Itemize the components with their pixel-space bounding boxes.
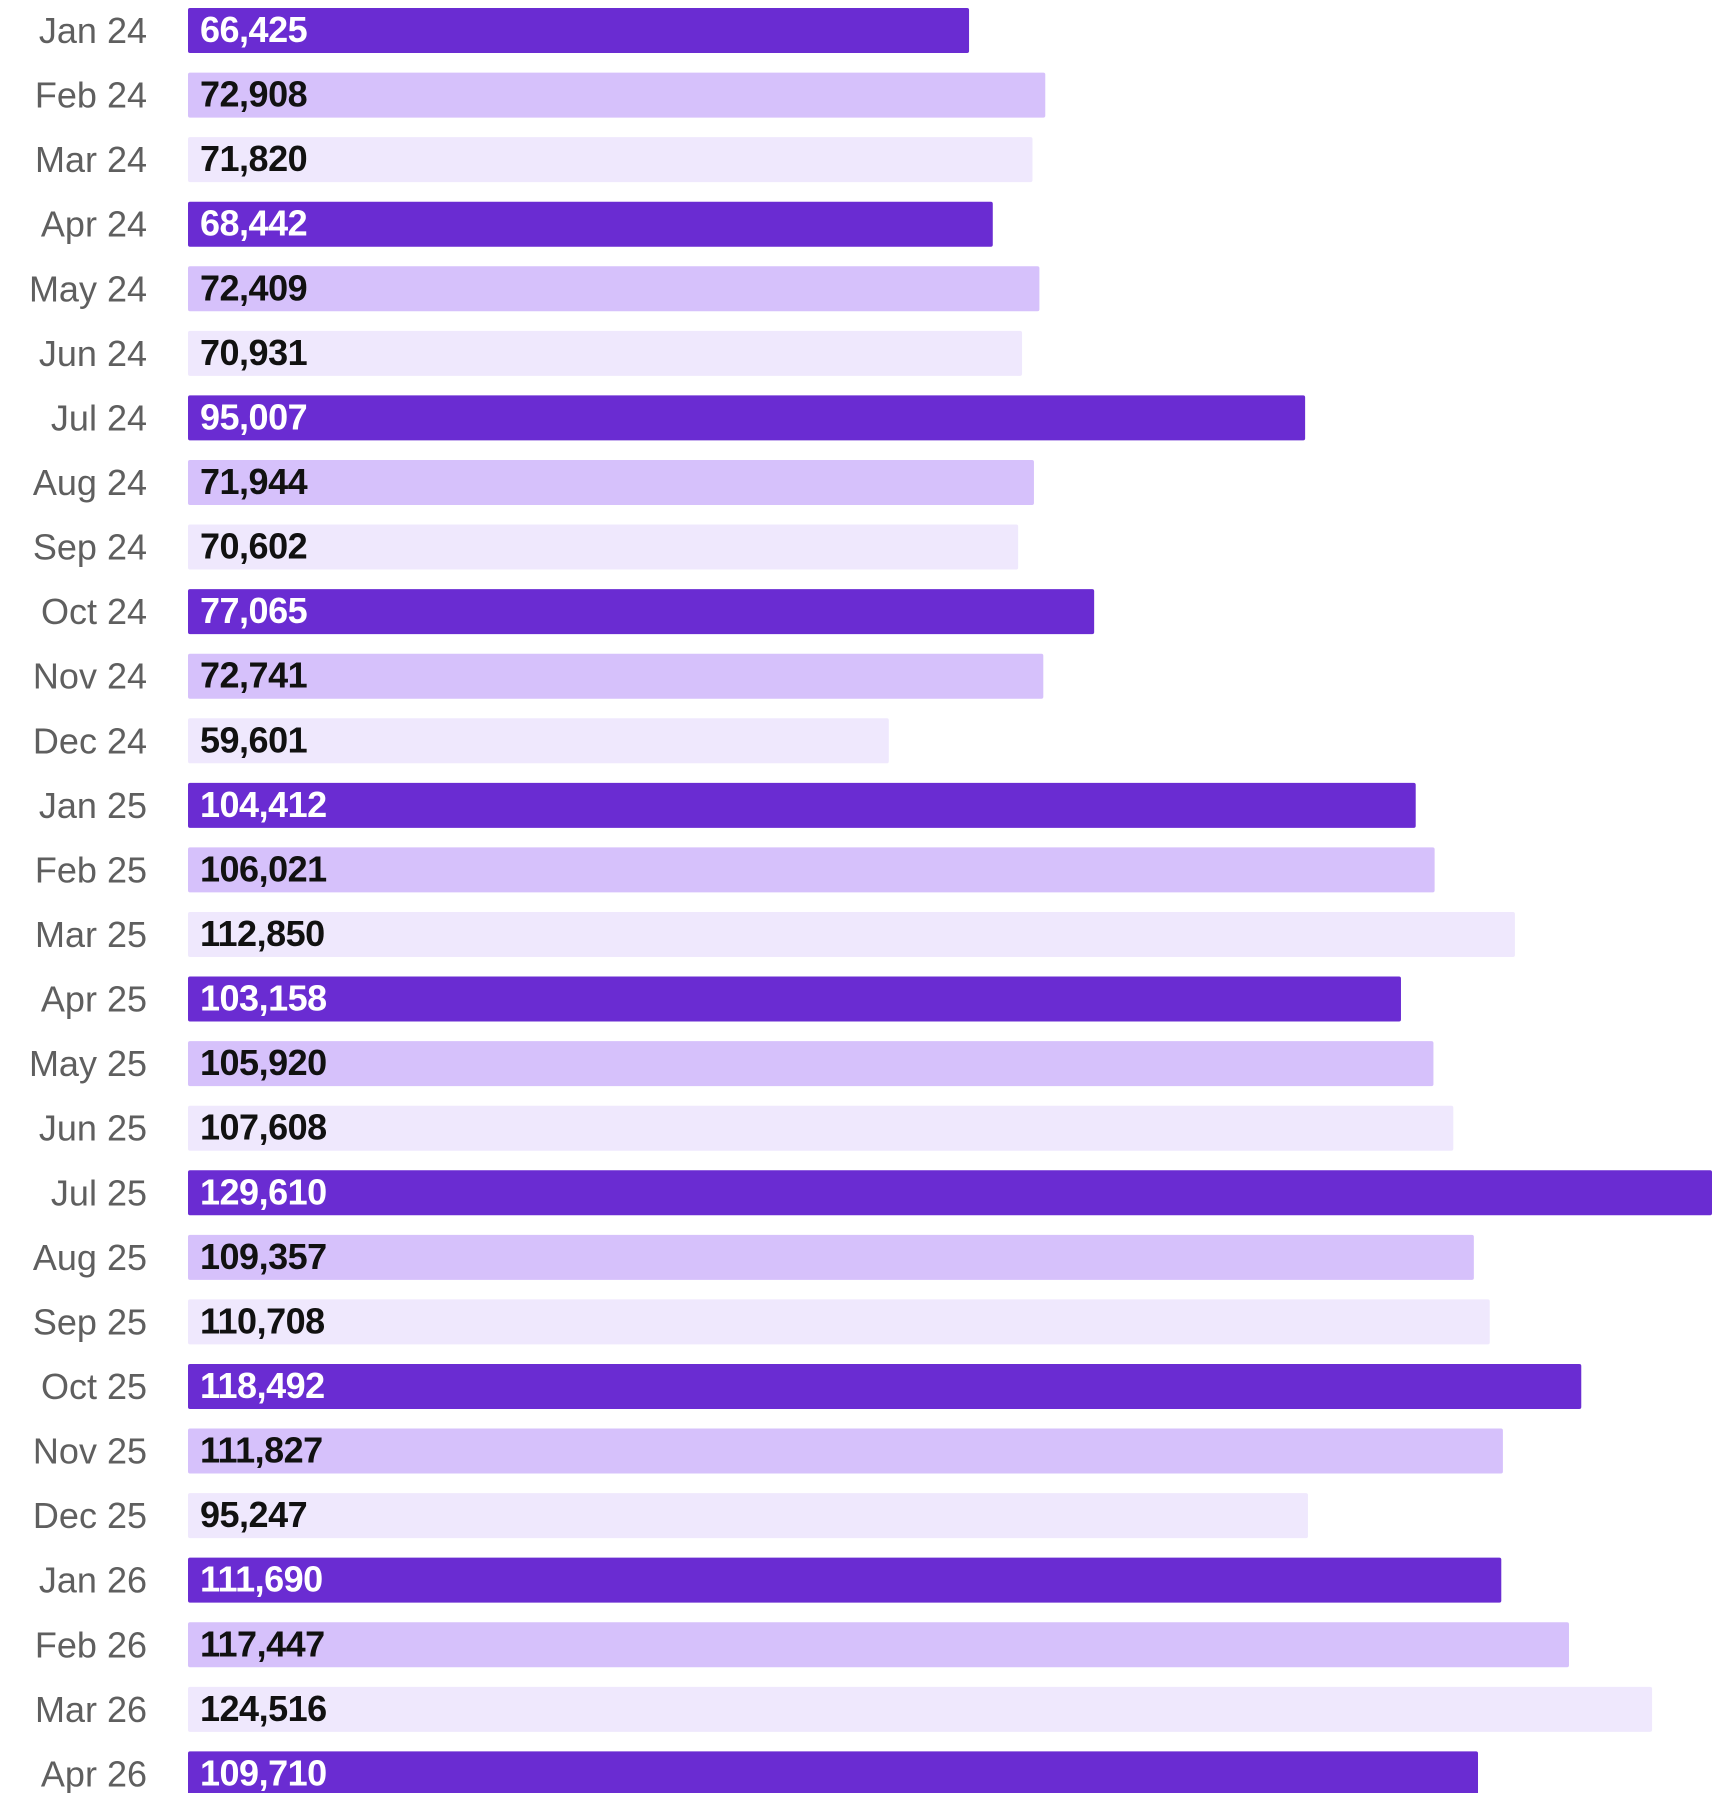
bar — [188, 1557, 1502, 1603]
category-label: Nov 24 — [33, 656, 147, 697]
value-label: 66,425 — [200, 9, 308, 50]
category-label: Nov 25 — [33, 1431, 147, 1472]
value-label: 118,492 — [200, 1365, 325, 1406]
category-label: Mar 24 — [35, 139, 147, 180]
bar — [188, 1105, 1454, 1151]
category-label: Apr 24 — [41, 204, 147, 245]
bar — [188, 1041, 1434, 1087]
category-label: Aug 24 — [33, 462, 147, 503]
category-label: Jun 25 — [39, 1108, 147, 1149]
value-label: 111,827 — [200, 1430, 323, 1471]
category-label: May 25 — [29, 1043, 147, 1084]
bar — [188, 330, 1023, 376]
bar — [188, 524, 1019, 570]
bar — [188, 718, 889, 764]
category-label: Dec 25 — [33, 1495, 147, 1536]
bar — [188, 653, 1044, 699]
value-label: 124,516 — [200, 1688, 327, 1729]
category-label: Feb 26 — [35, 1624, 147, 1665]
value-label: 107,608 — [200, 1107, 327, 1148]
value-label: 71,820 — [200, 138, 307, 179]
category-label: Aug 25 — [33, 1237, 147, 1278]
bar — [188, 266, 1040, 312]
bar — [188, 459, 1034, 505]
bar — [188, 1622, 1569, 1668]
category-label: Jan 25 — [39, 785, 147, 826]
value-label: 59,601 — [200, 719, 308, 760]
category-label: Jun 24 — [39, 333, 147, 374]
value-label: 95,007 — [200, 396, 307, 437]
bar — [188, 589, 1095, 635]
category-label: Jan 24 — [39, 10, 147, 51]
bar — [188, 1234, 1474, 1280]
value-label: 71,944 — [200, 461, 308, 502]
category-label: Dec 24 — [33, 720, 147, 761]
category-label: Apr 25 — [41, 979, 147, 1020]
value-label: 112,850 — [200, 913, 325, 954]
value-label: 95,247 — [200, 1494, 307, 1535]
value-label: 72,908 — [200, 74, 307, 115]
value-label: 111,690 — [200, 1559, 323, 1600]
category-label: Jul 25 — [51, 1172, 147, 1213]
bar — [188, 782, 1416, 828]
bar — [188, 847, 1435, 893]
value-label: 109,710 — [200, 1752, 327, 1793]
bar — [188, 976, 1401, 1022]
value-label: 77,065 — [200, 590, 308, 631]
category-label: Oct 24 — [41, 591, 147, 632]
bar — [188, 8, 970, 53]
value-label: 68,442 — [200, 203, 307, 244]
category-label: Feb 25 — [35, 849, 147, 890]
bar — [188, 1299, 1490, 1345]
category-label: Jan 26 — [39, 1560, 147, 1601]
value-label: 103,158 — [200, 978, 327, 1019]
value-label: 104,412 — [200, 784, 327, 825]
value-label: 105,920 — [200, 1042, 327, 1083]
category-label: Oct 25 — [41, 1366, 147, 1407]
category-label: Mar 25 — [35, 914, 147, 955]
bar — [188, 911, 1515, 957]
bar — [188, 1751, 1479, 1793]
value-label: 72,741 — [200, 655, 308, 696]
value-label: 109,357 — [200, 1236, 327, 1277]
value-label: 129,610 — [200, 1171, 327, 1212]
bar — [188, 395, 1306, 441]
bar — [188, 1493, 1308, 1539]
category-label: Feb 24 — [35, 75, 147, 116]
value-label: 70,602 — [200, 526, 307, 567]
value-label: 72,409 — [200, 267, 307, 308]
bar — [188, 1170, 1712, 1216]
value-label: 70,931 — [200, 332, 308, 373]
bar — [188, 72, 1046, 118]
category-label: Mar 26 — [35, 1689, 147, 1730]
category-label: Sep 24 — [33, 527, 147, 568]
value-label: 110,708 — [200, 1300, 325, 1341]
value-label: 106,021 — [200, 848, 327, 889]
bar — [188, 1686, 1653, 1732]
category-label: Sep 25 — [33, 1301, 147, 1342]
category-label: Apr 26 — [41, 1753, 147, 1793]
category-label: May 24 — [29, 268, 147, 309]
category-label: Jul 24 — [51, 397, 147, 438]
bar — [188, 1363, 1582, 1409]
bar — [188, 137, 1033, 183]
value-label: 117,447 — [200, 1623, 325, 1664]
bar — [188, 1428, 1503, 1474]
bar — [188, 201, 993, 247]
